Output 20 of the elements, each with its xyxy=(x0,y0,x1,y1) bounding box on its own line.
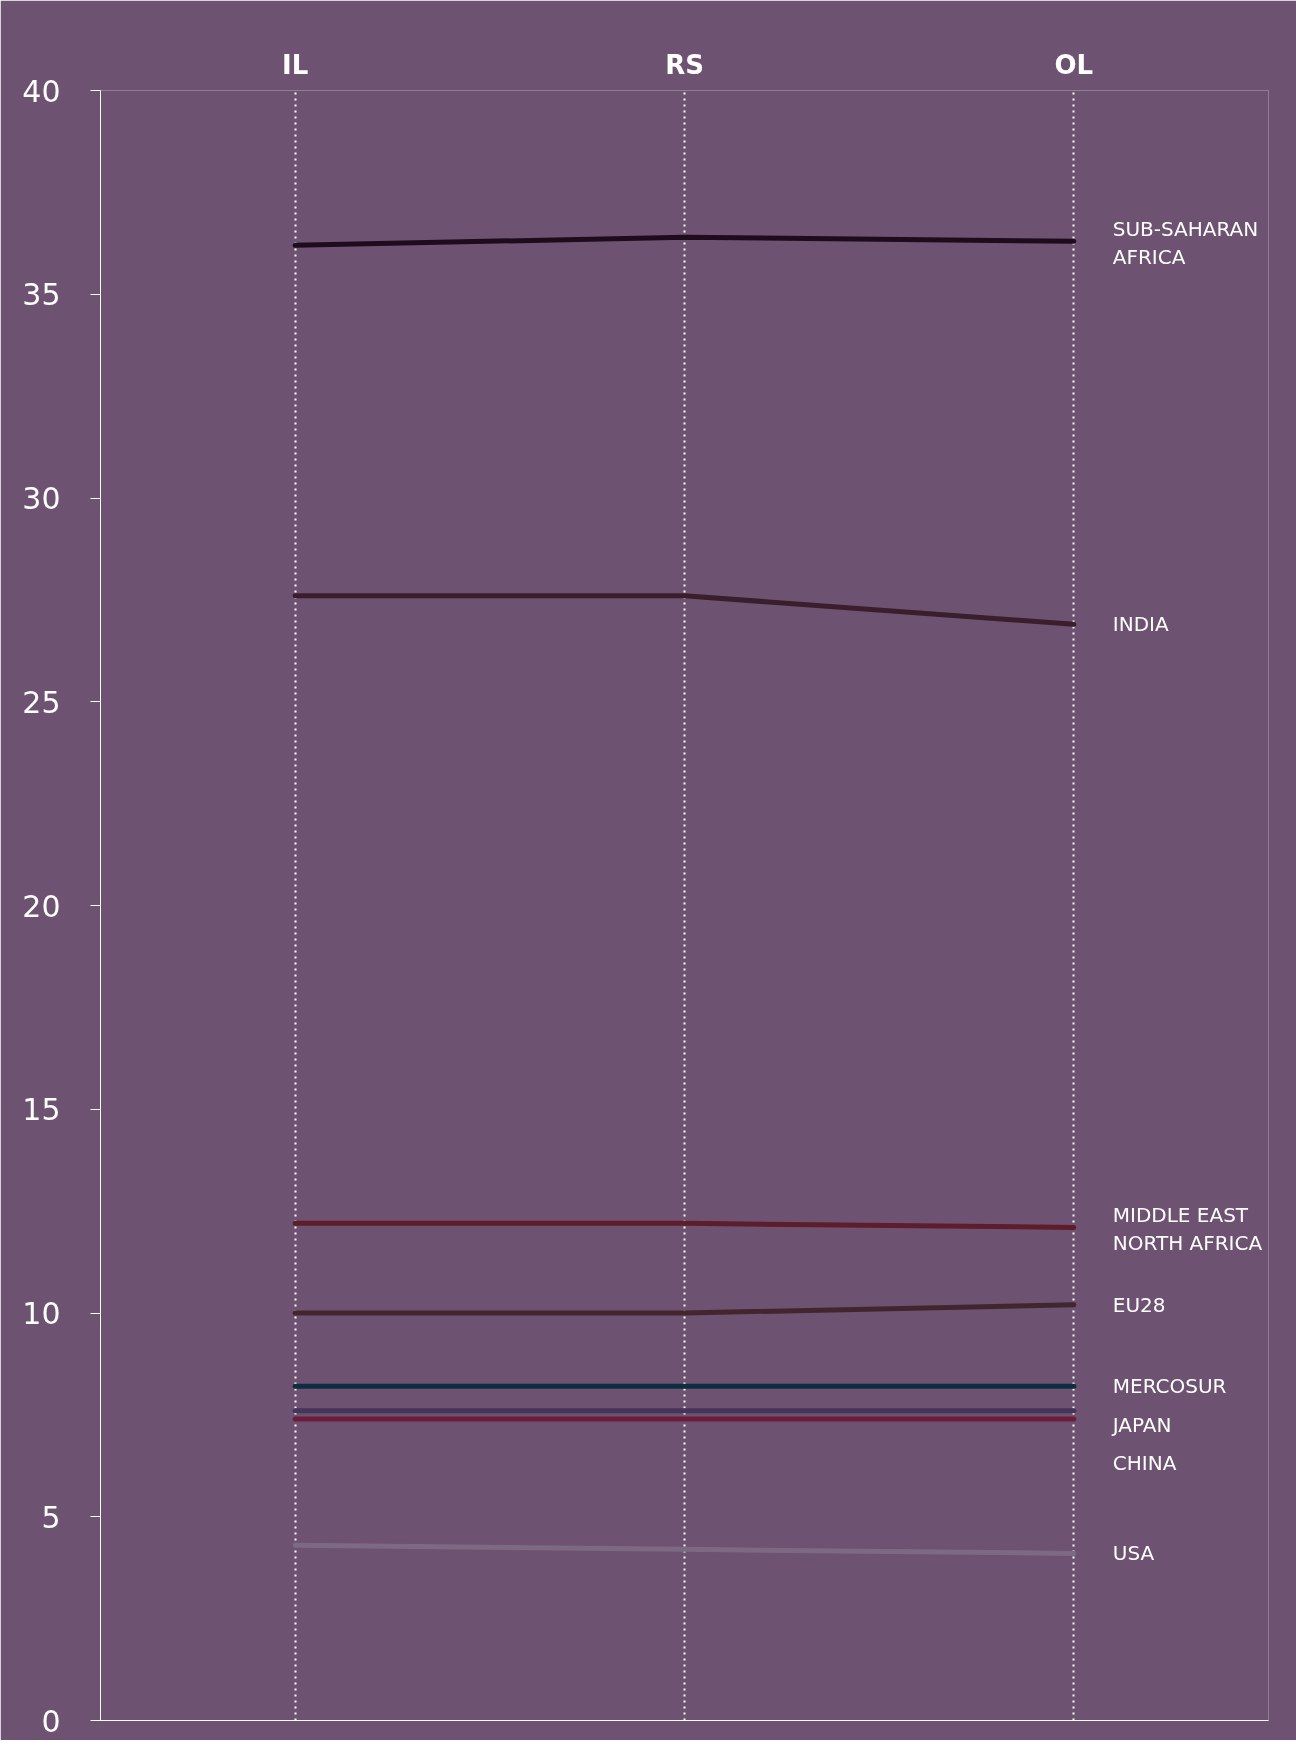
series-label: SUB-SAHARAN AFRICA xyxy=(1112,217,1259,269)
text: CHINA xyxy=(1112,1451,1177,1476)
x-tick-label: RS xyxy=(665,49,704,80)
y-tick-label: 5 xyxy=(41,1499,61,1535)
x-tick-label: OL xyxy=(1054,49,1094,80)
series-label: USA xyxy=(1112,1541,1155,1566)
y-tick-label: 40 xyxy=(22,73,61,109)
y-tick-label: 20 xyxy=(22,888,61,924)
series-label: INDIA xyxy=(1112,612,1169,637)
y-tick-label: 10 xyxy=(22,1296,61,1331)
y-tick-label: 15 xyxy=(22,1092,61,1128)
y-tick-label: 0 xyxy=(41,1703,61,1739)
y-tick-label: 25 xyxy=(22,684,61,720)
series-label: MIDDLE EAST NORTH AFRICA xyxy=(1112,1203,1263,1256)
series-label: JAPAN xyxy=(1110,1412,1172,1437)
y-tick-label: 30 xyxy=(22,481,61,516)
series-label: EU28 xyxy=(1112,1292,1166,1317)
series-label: MERCOSUR xyxy=(1112,1374,1227,1399)
x-tick-label: IL xyxy=(282,49,309,80)
y-tick-label: 35 xyxy=(22,277,61,313)
